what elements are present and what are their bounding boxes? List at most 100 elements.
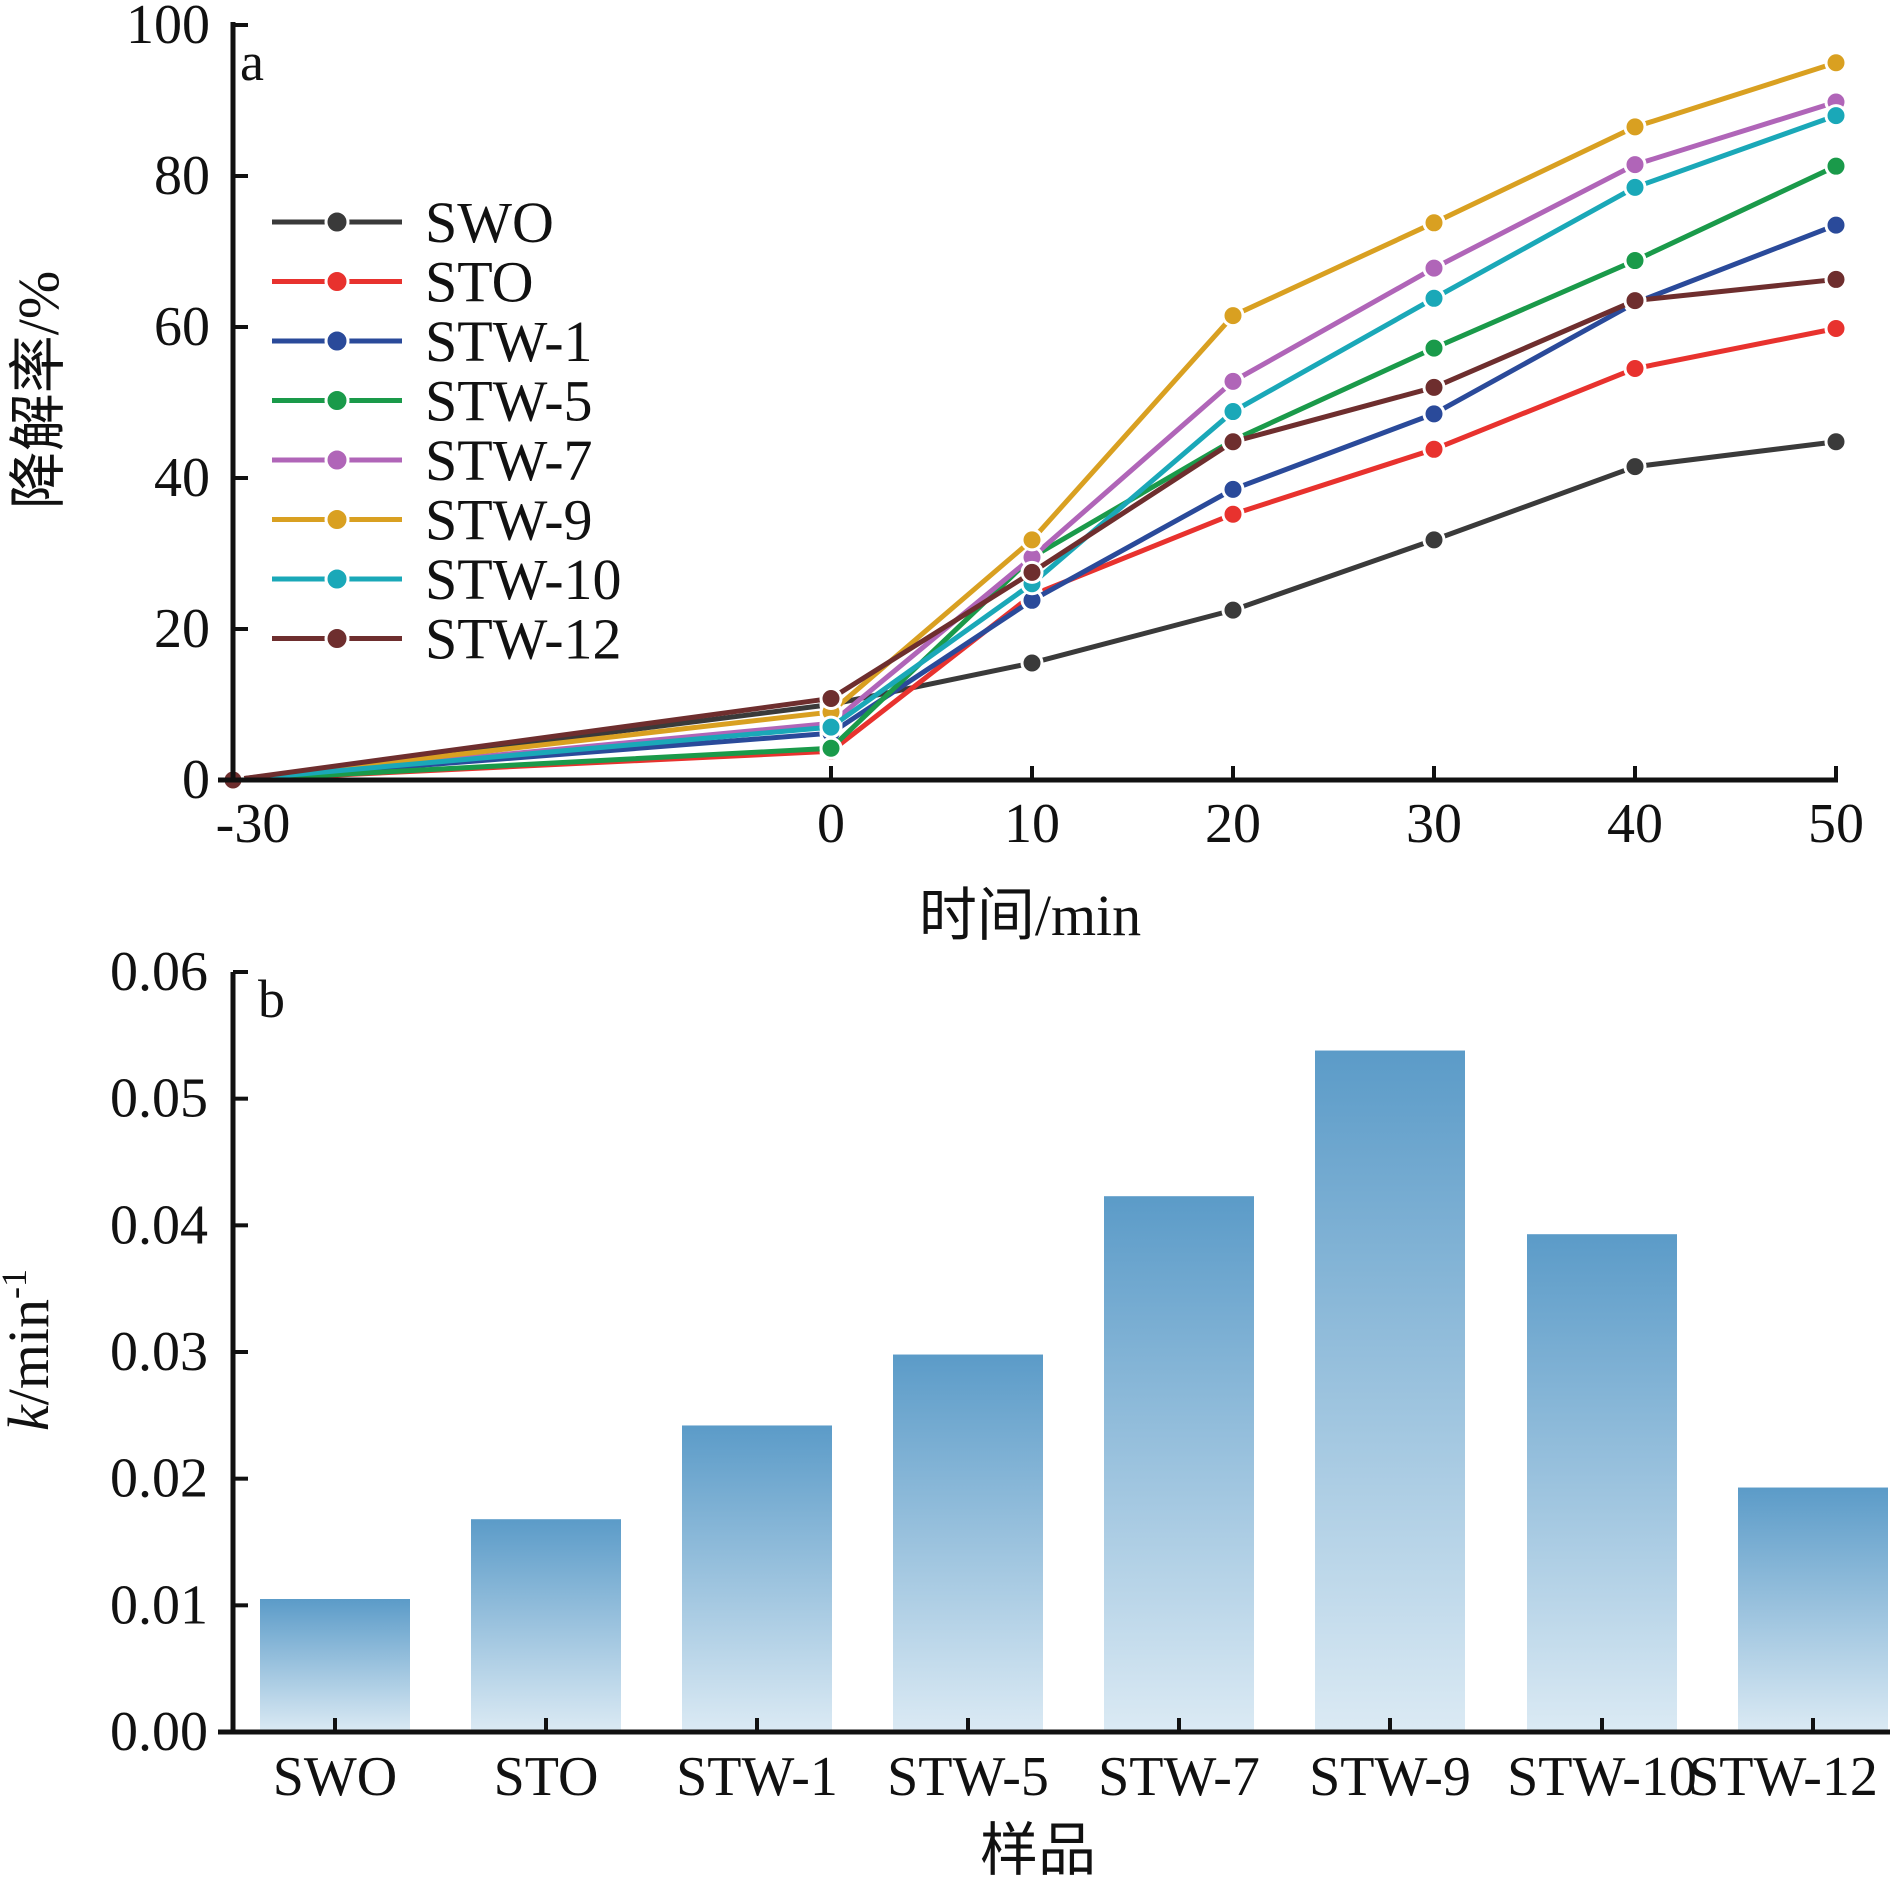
x-tick-label: STW-9 xyxy=(1309,1746,1471,1808)
y-axis-title-unit: /min xyxy=(0,1299,61,1405)
data-point xyxy=(1824,317,1848,341)
y-axis-title-exponent: -1 xyxy=(0,1269,34,1299)
data-point xyxy=(1221,369,1245,393)
data-point xyxy=(1623,115,1647,139)
legend-item: STW-10 xyxy=(272,547,622,612)
x-tick-label: STW-7 xyxy=(1098,1746,1260,1808)
legend-swatch-marker xyxy=(324,269,350,294)
y-tick-label: 0.05 xyxy=(110,1068,208,1130)
legend-item: STW-5 xyxy=(272,369,593,434)
bar-stw-9 xyxy=(1315,1050,1465,1732)
x-tick-label: STO xyxy=(494,1746,599,1808)
data-point xyxy=(1623,249,1647,273)
legend-swatch-marker xyxy=(324,388,350,413)
data-point xyxy=(1422,375,1446,399)
bar-stw-10 xyxy=(1527,1234,1677,1732)
data-point xyxy=(1020,560,1044,584)
bar-sto xyxy=(471,1519,621,1732)
x-tick-label: STW-10 xyxy=(1507,1746,1697,1808)
panel-label-a: a xyxy=(240,32,264,92)
data-point xyxy=(819,715,843,739)
data-point xyxy=(1221,430,1245,454)
legend-item: STW-9 xyxy=(272,488,593,553)
data-point xyxy=(1824,51,1848,75)
data-point xyxy=(1422,437,1446,461)
bar-stw-1 xyxy=(682,1425,832,1732)
x-tick-label: 40 xyxy=(1607,793,1663,855)
data-point xyxy=(1824,430,1848,454)
x-axis-title: 样品 xyxy=(980,1818,1096,1883)
legend-label: STW-12 xyxy=(425,607,622,672)
data-point xyxy=(1221,400,1245,424)
data-point xyxy=(819,686,843,710)
x-tick-label: STW-5 xyxy=(887,1746,1049,1808)
y-tick-label: 20 xyxy=(154,598,210,660)
legend-label: STW-1 xyxy=(425,309,593,374)
y-tick-label: 0.04 xyxy=(110,1194,208,1256)
data-point xyxy=(1623,455,1647,479)
data-point xyxy=(1623,175,1647,199)
x-tick-label: 50 xyxy=(1808,793,1864,855)
bar-stw-12 xyxy=(1738,1487,1888,1732)
data-point xyxy=(1623,289,1647,313)
series-stw-12 xyxy=(221,267,1848,792)
legend-item: SWO xyxy=(272,190,554,255)
legend-item: STO xyxy=(272,250,534,315)
data-point xyxy=(1221,598,1245,622)
legend-label: SWO xyxy=(425,190,554,255)
bars-group xyxy=(260,1050,1888,1732)
data-point xyxy=(1824,267,1848,291)
legend-label: STW-9 xyxy=(425,488,593,553)
data-point xyxy=(1623,153,1647,177)
data-point xyxy=(1623,357,1647,381)
data-point xyxy=(819,736,843,760)
legend-label: STW-7 xyxy=(425,428,593,493)
y-tick-label: 60 xyxy=(154,296,210,358)
y-tick-label: 100 xyxy=(126,0,210,56)
y-tick-label: 0.01 xyxy=(110,1574,208,1636)
y-tick-label: 40 xyxy=(154,447,210,509)
data-point xyxy=(1422,336,1446,360)
x-tick-label: 20 xyxy=(1205,793,1261,855)
x-tick-label: SWO xyxy=(273,1746,397,1808)
x-tick-label: 0 xyxy=(817,793,845,855)
line-series-group xyxy=(221,51,1848,792)
data-point xyxy=(1422,256,1446,280)
data-point xyxy=(1020,528,1044,552)
legend-swatch-marker xyxy=(324,626,350,651)
series-stw-9 xyxy=(221,51,1848,792)
y-axis-title: k/min-1 xyxy=(0,1269,61,1431)
y-tick-label: 0 xyxy=(182,749,210,811)
x-axis-ticks: -30 0 10 20 30 40 50 xyxy=(216,766,1864,855)
data-point xyxy=(1824,213,1848,237)
x-tick-label: 10 xyxy=(1004,793,1060,855)
x-tick-label: -30 xyxy=(216,793,291,855)
x-tick-label: STW-1 xyxy=(676,1746,838,1808)
legend-swatch-marker xyxy=(324,566,350,592)
panel-label-b: b xyxy=(258,969,285,1029)
legend-label: STW-10 xyxy=(425,547,622,612)
y-axis-title-symbol: k xyxy=(0,1404,61,1431)
legend-label: STW-5 xyxy=(425,369,593,434)
data-point xyxy=(1020,651,1044,675)
legend-label: STO xyxy=(425,250,534,315)
bar-stw-7 xyxy=(1104,1196,1254,1732)
data-point xyxy=(1422,528,1446,552)
x-tick-label: STW-12 xyxy=(1688,1746,1878,1808)
data-point xyxy=(1422,286,1446,310)
bar-swo xyxy=(260,1599,410,1732)
x-tick-label: 30 xyxy=(1406,793,1462,855)
legend-item: STW-12 xyxy=(272,607,622,672)
legend-swatch-marker xyxy=(324,328,350,354)
data-point xyxy=(1422,402,1446,426)
legend-swatch-marker xyxy=(324,507,350,532)
data-point xyxy=(1422,211,1446,235)
y-axis-ticks: 0 20 40 60 80 100 xyxy=(126,0,248,811)
data-point xyxy=(1221,502,1245,526)
